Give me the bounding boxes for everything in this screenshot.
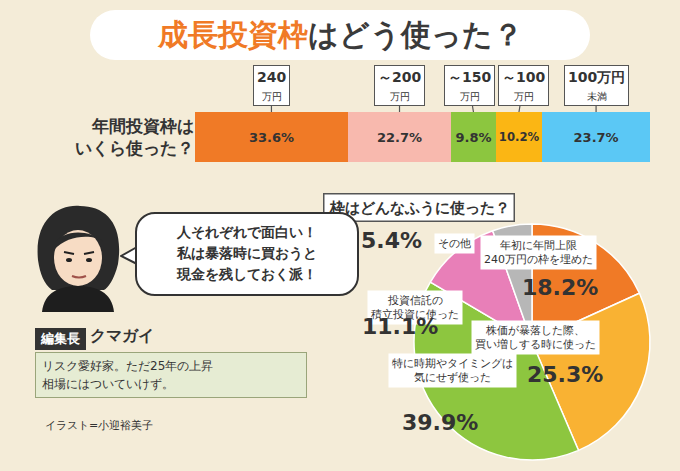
html-text:人それぞれで面白い！ 私は暴落時に買おうと 現金を残しておく: 人それぞれで面白い！ 私は暴落時に買おうと 現金を残しておく派！ bbox=[177, 224, 317, 282]
svg-text:23.7%: 23.7% bbox=[574, 130, 619, 145]
svg-text:～200万円: ～200万円 bbox=[378, 69, 421, 102]
svg-text:年初に年間上限240万円の枠を埋めた: 年初に年間上限240万円の枠を埋めた bbox=[484, 239, 593, 266]
svg-text:25.3%: 25.3% bbox=[527, 362, 603, 387]
svg-text:～150万円: ～150万円 bbox=[448, 69, 491, 102]
html-text:編集長: 編集長 bbox=[41, 331, 80, 346]
svg-text:39.9%: 39.9% bbox=[402, 410, 478, 435]
svg-text:10.2%: 10.2% bbox=[499, 130, 540, 144]
html-text:成長投資枠はどう使った？: 成長投資枠はどう使った？ bbox=[157, 17, 523, 52]
svg-text:～100万円: ～100万円 bbox=[502, 69, 545, 102]
svg-text:特に時期やタイミングは気にせず使った: 特に時期やタイミングは気にせず使った bbox=[392, 357, 513, 384]
html-text:リスク愛好家。ただ25年の上昇 相場にはついていけず。: リスク愛好家。ただ25年の上昇 相場にはついていけず。 bbox=[42, 359, 214, 391]
svg-text:22.7%: 22.7% bbox=[377, 130, 422, 145]
svg-text:株価が暴落した際、買い増しする時に使った: 株価が暴落した際、買い増しする時に使った bbox=[475, 324, 596, 351]
html-text:クマガイ: クマガイ bbox=[90, 326, 154, 345]
svg-text:年間投資枠はいくら使った？: 年間投資枠はいくら使った？ bbox=[75, 116, 194, 158]
svg-text:枠はどんなふうに使った？: 枠はどんなふうに使った？ bbox=[329, 199, 510, 217]
svg-text:11.1%: 11.1% bbox=[362, 314, 438, 339]
svg-text:240万円: 240万円 bbox=[257, 69, 286, 102]
html-text:イラスト=小迎裕美子: イラスト=小迎裕美子 bbox=[45, 419, 154, 432]
svg-text:その他: その他 bbox=[438, 237, 471, 250]
svg-text:33.6%: 33.6% bbox=[249, 130, 294, 145]
svg-text:18.2%: 18.2% bbox=[522, 275, 598, 300]
svg-text:100万円未満: 100万円未満 bbox=[568, 69, 625, 102]
svg-text:5.4%: 5.4% bbox=[361, 228, 422, 253]
svg-text:9.8%: 9.8% bbox=[455, 130, 491, 145]
svg-text:投資信託の積立投資に使った: 投資信託の積立投資に使った bbox=[371, 294, 459, 321]
